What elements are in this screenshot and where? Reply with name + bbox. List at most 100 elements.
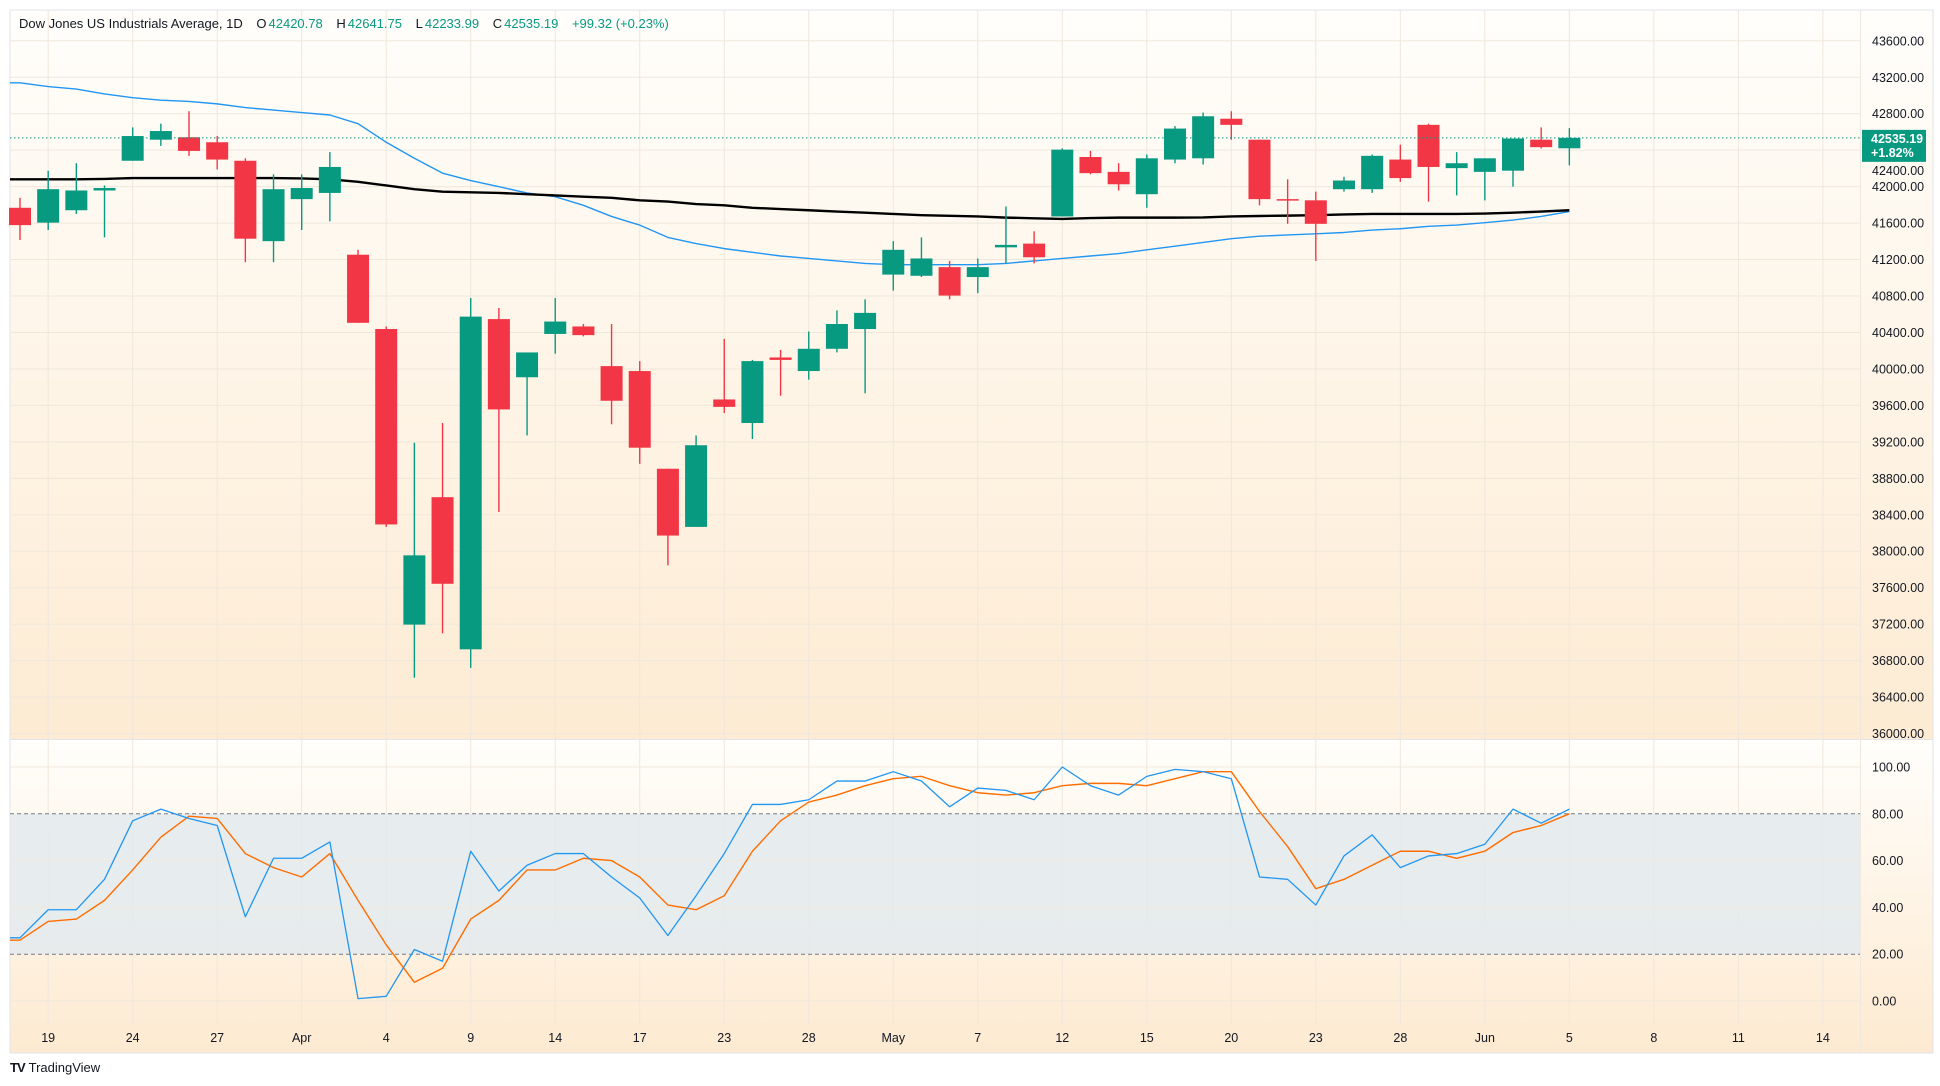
price-tick-label: 37600.00 [1872, 581, 1924, 595]
candle-body [516, 352, 539, 378]
x-tick-label: 4 [383, 1031, 390, 1045]
x-tick-label: 28 [1393, 1031, 1407, 1045]
x-tick-label: May [881, 1031, 905, 1045]
change-value: +99.32 (+0.23%) [571, 16, 669, 31]
price-tick-label: 39600.00 [1872, 399, 1924, 413]
candle-up [741, 359, 764, 440]
candle-body [1248, 139, 1271, 200]
tradingview-logo[interactable]: TV TradingView [10, 1060, 100, 1075]
osc-tick-label: 0.00 [1872, 995, 1896, 1009]
x-tick-label: Jun [1475, 1031, 1495, 1045]
candle-body [994, 244, 1017, 248]
open-value: 42420.78 [268, 16, 323, 31]
candle-down [1389, 144, 1412, 182]
candle-body [37, 189, 60, 223]
candle-up [516, 352, 539, 436]
candle-down [487, 307, 510, 513]
candle-up [910, 237, 933, 278]
candle-up [1361, 154, 1384, 193]
candle-down [1417, 123, 1440, 202]
candle-body [1163, 128, 1186, 160]
candle-down [600, 324, 623, 425]
candle-up [1192, 112, 1215, 165]
price-tick-label: 36800.00 [1872, 654, 1924, 668]
candle-up [825, 310, 848, 353]
candle-down [1276, 179, 1299, 224]
candle-down [656, 468, 679, 566]
symbol-title[interactable]: Dow Jones US Industrials Average, 1D [19, 16, 243, 31]
candle-body [600, 366, 623, 401]
x-tick-label: 9 [467, 1031, 474, 1045]
candle-body [854, 312, 877, 330]
x-tick-label: 11 [1732, 1031, 1745, 1045]
price-tick-label: 42800.00 [1872, 107, 1924, 121]
last-price-label: 42535.19 +1.82% [1862, 129, 1926, 162]
x-tick-label: Apr [292, 1031, 311, 1045]
candle-up [966, 258, 989, 294]
stochastic-band-fill [10, 813, 1860, 955]
price-tick-label: 38800.00 [1872, 472, 1924, 486]
last-price-value: 42535.19 [1871, 132, 1923, 146]
candle-body [544, 321, 567, 334]
candle-body [1558, 137, 1581, 149]
candle-body [1304, 200, 1327, 224]
moving-average-fast-line [10, 82, 1570, 266]
close-value: 42535.19 [504, 16, 559, 31]
candle-down [628, 361, 651, 464]
osc-tick-label: 20.00 [1872, 948, 1903, 962]
x-tick-label: 15 [1140, 1031, 1154, 1045]
price-pane[interactable] [10, 10, 1933, 739]
candle-body [882, 249, 905, 275]
price-tick-label: 43200.00 [1872, 71, 1924, 85]
candle-up [65, 163, 88, 214]
price-tick-label: 37200.00 [1872, 618, 1924, 632]
candle-body [1107, 171, 1130, 185]
candle-down [9, 197, 31, 240]
candle-body [290, 188, 313, 200]
candle-body [1051, 149, 1074, 217]
candle-up [1445, 152, 1468, 196]
candle-body [1502, 138, 1525, 171]
stochastic-d-line [10, 770, 1570, 983]
last-price-box [1862, 129, 1926, 162]
candle-body [93, 188, 116, 191]
tradingview-logo-icon: TV [10, 1060, 26, 1075]
candle-up [37, 170, 60, 231]
candle-body [121, 136, 144, 161]
candle-body [403, 555, 426, 625]
candle-up [1332, 176, 1355, 192]
tradingview-brand-name: TradingView [28, 1060, 101, 1075]
candle-body [149, 131, 172, 140]
x-tick-label: 20 [1224, 1031, 1238, 1045]
candle-down [1023, 231, 1046, 264]
candle-down [1107, 163, 1130, 191]
candle-up [290, 174, 313, 231]
candle-body [1276, 199, 1299, 201]
price-tick-label: 41200.00 [1872, 253, 1924, 267]
candle-up [882, 241, 905, 291]
candle-up [121, 127, 144, 161]
price-tick-label: 42000.00 [1872, 180, 1924, 194]
osc-tick-label: 40.00 [1872, 901, 1903, 915]
candle-up [797, 331, 820, 380]
low-key: L [415, 16, 423, 31]
candle-body [797, 348, 820, 372]
price-tick-label: 43600.00 [1872, 34, 1924, 48]
candle-body [1389, 159, 1412, 179]
x-tick-label: 17 [633, 1031, 647, 1045]
chart-frame [9, 9, 1934, 1054]
candle-up [262, 174, 285, 263]
candle-up [1051, 148, 1074, 217]
x-tick-label: 23 [717, 1031, 731, 1045]
candle-down [1304, 191, 1327, 261]
close-key: C [492, 16, 503, 31]
x-tick-label: 14 [548, 1031, 562, 1045]
candle-down [431, 422, 454, 634]
candle-body [572, 326, 595, 336]
x-tick-label: 7 [974, 1031, 981, 1045]
x-tick-label: 24 [126, 1031, 140, 1045]
candle-body [1332, 180, 1355, 190]
candle-down [1220, 111, 1243, 140]
candle-body [262, 189, 285, 242]
